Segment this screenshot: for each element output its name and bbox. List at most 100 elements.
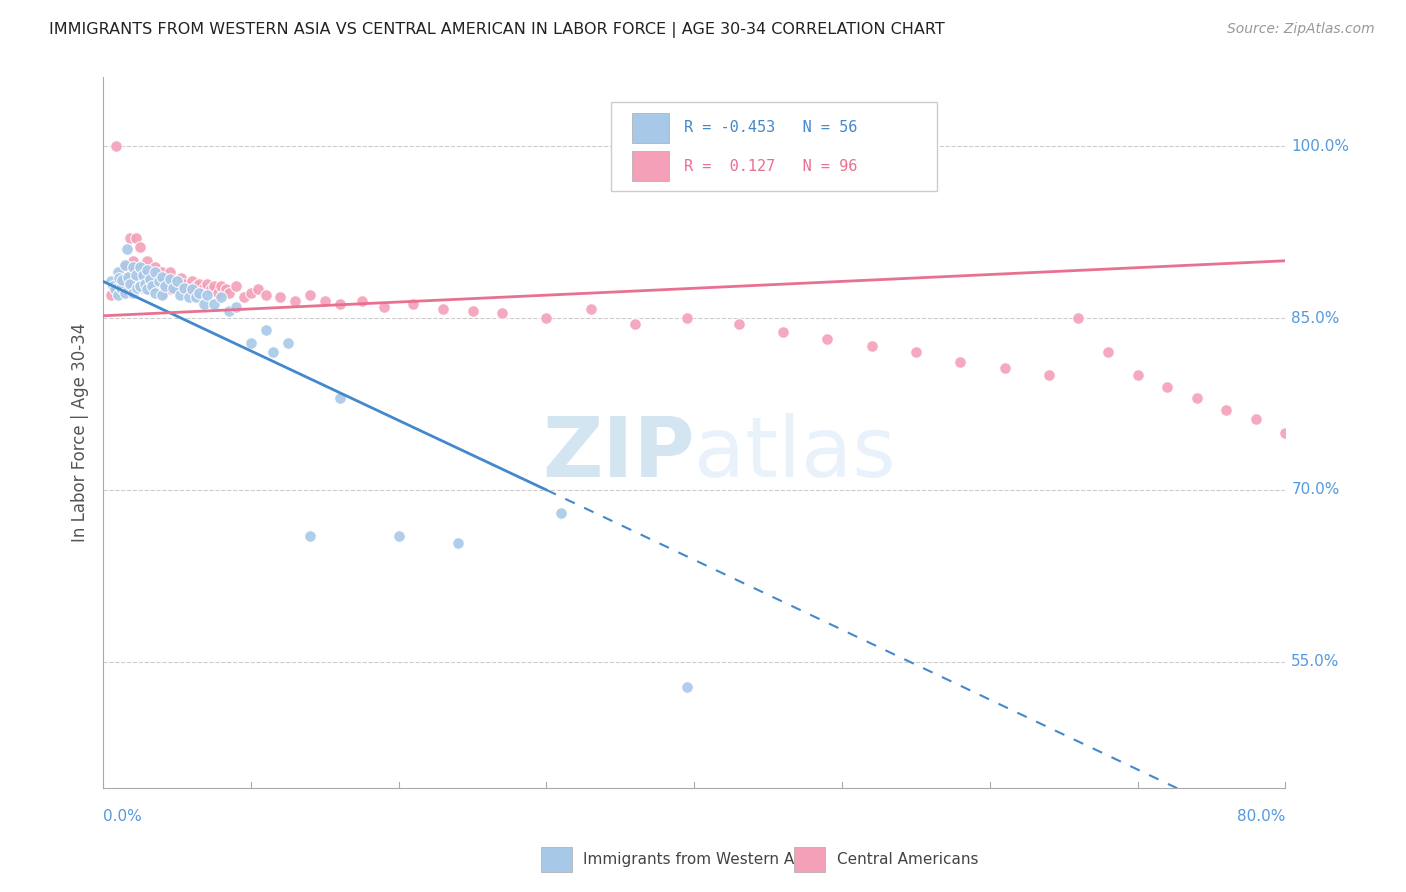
Point <box>1303 434 1326 449</box>
Text: ZIP: ZIP <box>541 414 695 494</box>
Point <box>177 282 200 296</box>
Point <box>110 268 132 282</box>
Point <box>188 285 211 300</box>
Point <box>136 282 159 296</box>
Point <box>132 260 155 274</box>
Point <box>215 282 238 296</box>
Point <box>141 279 163 293</box>
Point <box>432 301 454 316</box>
Point <box>1038 368 1060 383</box>
Point <box>150 265 173 279</box>
Point <box>104 279 127 293</box>
Point <box>225 279 247 293</box>
Text: 70.0%: 70.0% <box>1291 483 1340 498</box>
Point <box>772 325 794 339</box>
Y-axis label: In Labor Force | Age 30-34: In Labor Force | Age 30-34 <box>72 323 89 542</box>
Text: IMMIGRANTS FROM WESTERN ASIA VS CENTRAL AMERICAN IN LABOR FORCE | AGE 30-34 CORR: IMMIGRANTS FROM WESTERN ASIA VS CENTRAL … <box>49 22 945 38</box>
Point <box>388 529 411 543</box>
Point <box>148 274 170 288</box>
Point <box>110 281 132 295</box>
Point <box>111 285 134 300</box>
Point <box>134 277 156 291</box>
Point <box>239 285 262 300</box>
Point <box>247 282 270 296</box>
Point <box>188 277 211 291</box>
Point <box>232 290 254 304</box>
Point <box>239 336 262 351</box>
Text: 100.0%: 100.0% <box>1291 138 1350 153</box>
Point <box>949 354 972 368</box>
Point <box>150 288 173 302</box>
Point <box>1067 311 1090 326</box>
Point <box>1362 450 1385 465</box>
Point <box>122 263 145 277</box>
Point <box>1333 425 1355 440</box>
Point <box>103 279 125 293</box>
Point <box>120 268 142 282</box>
Point <box>298 529 321 543</box>
Point <box>104 282 127 296</box>
Point <box>156 281 179 295</box>
Point <box>727 317 749 331</box>
Point <box>121 285 143 300</box>
Point <box>129 260 152 274</box>
Point <box>105 139 128 153</box>
Point <box>550 506 572 520</box>
Point <box>145 268 167 282</box>
Point <box>159 265 181 279</box>
Point <box>298 288 321 302</box>
Point <box>111 273 134 287</box>
Point <box>143 279 166 293</box>
Point <box>107 288 129 302</box>
Point <box>153 279 176 293</box>
Point <box>159 282 181 296</box>
Point <box>193 297 215 311</box>
Point <box>117 269 139 284</box>
Point <box>202 279 225 293</box>
Text: Central Americans: Central Americans <box>837 853 979 867</box>
FancyBboxPatch shape <box>631 151 669 181</box>
Point <box>225 300 247 314</box>
Point <box>134 274 156 288</box>
Point <box>132 268 155 282</box>
Point <box>115 243 138 257</box>
Point <box>1126 368 1149 383</box>
Point <box>209 279 232 293</box>
Point <box>994 361 1017 376</box>
Point <box>200 282 222 296</box>
Point <box>146 279 169 293</box>
Point <box>177 290 200 304</box>
Point <box>108 274 131 288</box>
Point <box>129 279 152 293</box>
Point <box>169 279 191 293</box>
FancyBboxPatch shape <box>631 112 669 143</box>
Point <box>329 392 352 406</box>
Point <box>114 279 136 293</box>
FancyBboxPatch shape <box>612 103 936 191</box>
Point <box>186 290 208 304</box>
Point <box>150 285 173 300</box>
Point <box>129 240 152 254</box>
Point <box>150 269 173 284</box>
Point <box>195 288 218 302</box>
Point <box>186 279 208 293</box>
Point <box>100 288 122 302</box>
Text: atlas: atlas <box>695 414 896 494</box>
Point <box>108 271 131 285</box>
Point <box>141 274 163 288</box>
Point <box>107 265 129 279</box>
Point <box>136 274 159 288</box>
Point <box>676 311 699 326</box>
Point <box>166 274 188 288</box>
Point <box>373 300 395 314</box>
Point <box>169 288 191 302</box>
Point <box>180 282 202 296</box>
Point <box>159 272 181 286</box>
Point <box>121 253 143 268</box>
Point <box>121 279 143 293</box>
Point <box>121 260 143 274</box>
Point <box>254 322 277 336</box>
Point <box>180 274 202 288</box>
Point <box>114 285 136 300</box>
Point <box>170 271 193 285</box>
